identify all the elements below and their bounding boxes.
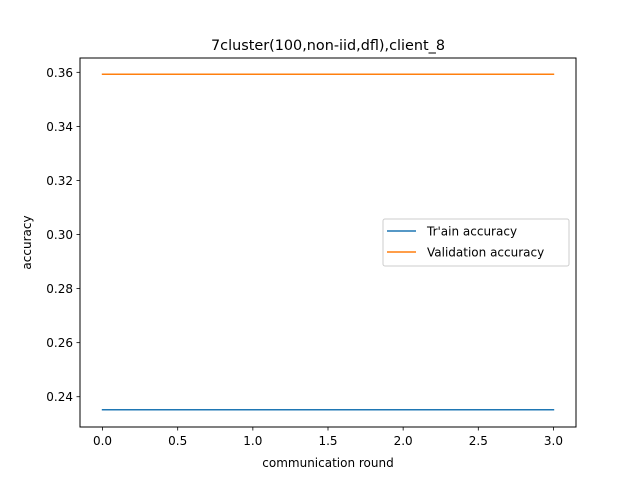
y-tick-label: 0.32 — [46, 174, 73, 188]
y-axis: 0.24 0.26 0.28 0.30 0.32 0.34 0.36 — [46, 66, 80, 404]
legend: Tr'ain accuracy Validation accuracy — [382, 218, 570, 267]
x-tick-label: 3.0 — [544, 434, 563, 448]
x-axis: 0.0 0.5 1.0 1.5 2.0 2.5 3.0 — [93, 427, 563, 448]
y-tick-label: 0.30 — [46, 228, 73, 242]
x-tick-label: 0.5 — [168, 434, 187, 448]
chart-title: 7cluster(100,non-iid,dfl),client_8 — [211, 38, 445, 54]
x-tick-label: 2.5 — [469, 434, 488, 448]
x-tick-label: 1.5 — [318, 434, 337, 448]
legend-box — [382, 218, 570, 267]
legend-label-train: Tr'ain accuracy — [426, 225, 517, 239]
y-tick-label: 0.26 — [46, 336, 73, 350]
y-tick-label: 0.24 — [46, 390, 73, 404]
x-tick-label: 0.0 — [93, 434, 112, 448]
legend-label-validation: Validation accuracy — [427, 246, 544, 260]
y-axis-label: accuracy — [20, 215, 34, 269]
y-tick-label: 0.28 — [46, 282, 73, 296]
x-tick-label: 2.0 — [394, 434, 413, 448]
y-tick-label: 0.34 — [46, 120, 73, 134]
x-tick-label: 1.0 — [243, 434, 262, 448]
series-layer — [101, 73, 555, 411]
x-axis-label: communication round — [262, 456, 393, 470]
y-tick-label: 0.36 — [46, 66, 73, 80]
